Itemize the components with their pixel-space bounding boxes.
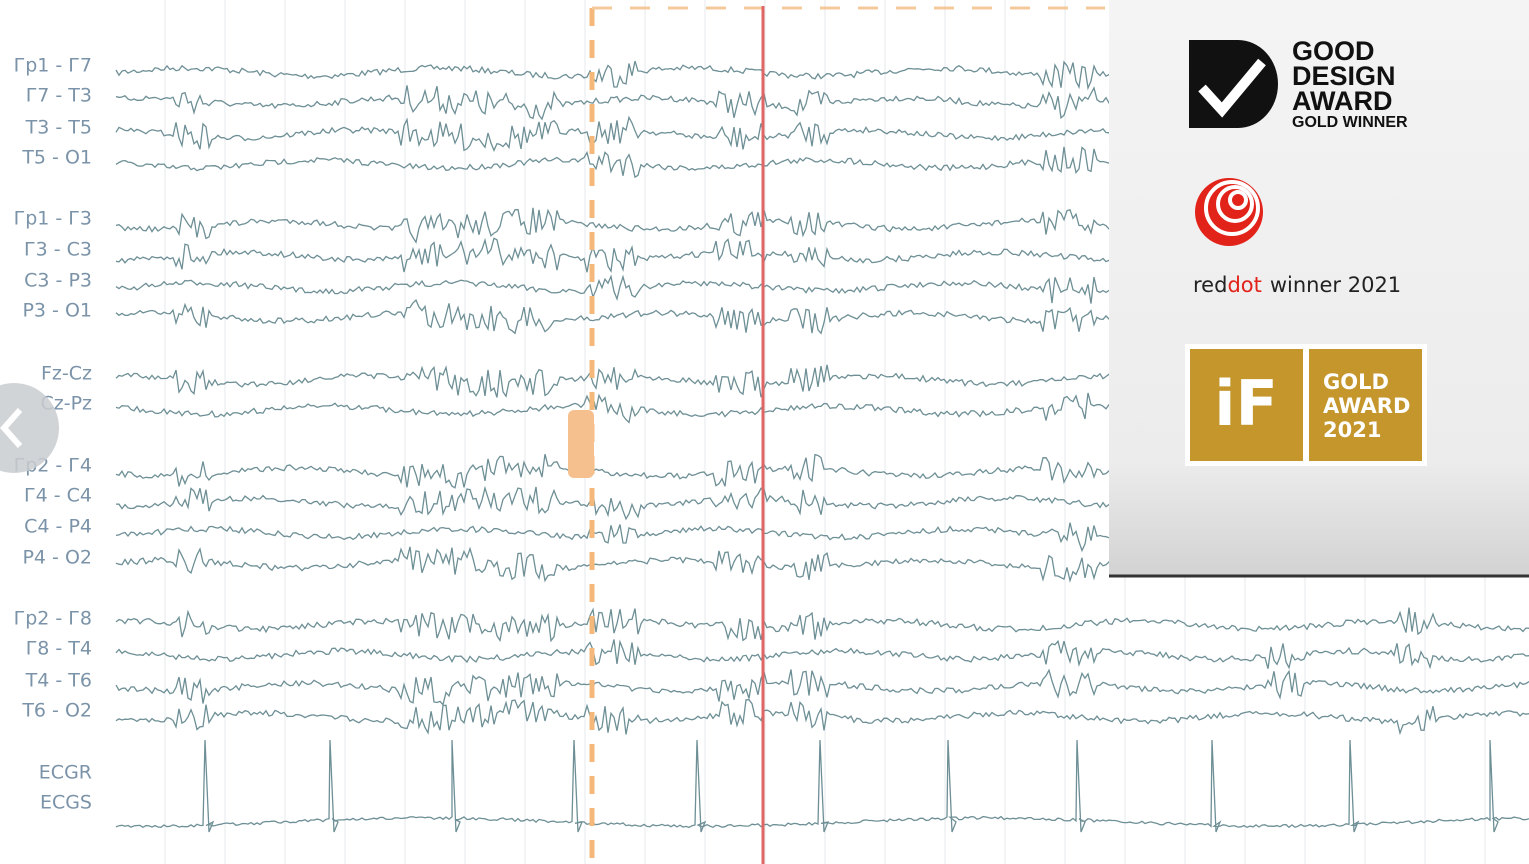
channel-label: C3 - P3	[24, 270, 92, 292]
reddot-text: reddot winner 2021	[1193, 273, 1401, 297]
award-text: AWARD	[1292, 86, 1393, 116]
channel-label: T6 - O2	[21, 700, 92, 722]
channel-label: T3 - T5	[25, 117, 92, 139]
award-text: GOLD	[1323, 370, 1389, 394]
channel-label: Fz-Cz	[41, 363, 92, 385]
eeg-trace	[115, 668, 1529, 707]
selection-handle[interactable]	[568, 410, 594, 478]
chevron-icon	[0, 408, 23, 448]
channel-label: P4 - O2	[22, 547, 92, 569]
ecg-trace	[115, 739, 1529, 833]
channel-label: Гр1 - Г7	[14, 55, 92, 77]
brand-dot: dot	[1227, 273, 1261, 297]
prev-button[interactable]	[0, 383, 59, 473]
if-text-box	[1309, 349, 1422, 461]
reddot-logo	[1195, 178, 1263, 246]
channel-label: ECGS	[40, 792, 92, 814]
channel-label: Г3 - C3	[24, 239, 92, 261]
award-text: GOOD	[1292, 36, 1375, 66]
brand-red: red	[1193, 273, 1227, 297]
channel-label: C4 - P4	[24, 516, 92, 538]
awards-panel: GOOD DESIGN AWARD GOLD WINNER reddot winn…	[1109, 0, 1529, 578]
channel-label: Гр2 - Г8	[14, 608, 92, 630]
award-text: 2021	[1323, 418, 1381, 442]
award-subtitle: GOLD WINNER	[1292, 114, 1408, 131]
if-logo: iF	[1214, 367, 1278, 440]
reddot-caption: winner 2021	[1270, 273, 1401, 297]
award-text: AWARD	[1323, 394, 1410, 418]
eeg-trace	[115, 639, 1529, 670]
channel-label: P3 - O1	[22, 300, 92, 322]
channel-label: T4 - T6	[25, 670, 92, 692]
channel-labels: Гр1 - Г7 Г7 - T3 T3 - T5 T5 - O1 Гр1 - Г3 Г3 …	[14, 55, 92, 814]
channel-label: Г7 - T3	[26, 85, 92, 107]
channel-label: T5 - O1	[21, 147, 92, 169]
channel-label: Г8 - T4	[26, 638, 92, 660]
panel-bg	[1109, 0, 1529, 577]
button-circle[interactable]	[0, 383, 59, 473]
channel-label: Г4 - C4	[24, 485, 92, 507]
eeg-trace	[115, 699, 1529, 736]
good-design-logo	[1189, 40, 1278, 128]
channel-label: ECGR	[39, 762, 92, 784]
channel-label: Гр1 - Г3	[14, 208, 92, 230]
award-text: DESIGN	[1292, 61, 1396, 91]
eeg-trace	[115, 607, 1529, 643]
if-logo-box	[1190, 349, 1303, 461]
check-icon	[1198, 58, 1266, 118]
